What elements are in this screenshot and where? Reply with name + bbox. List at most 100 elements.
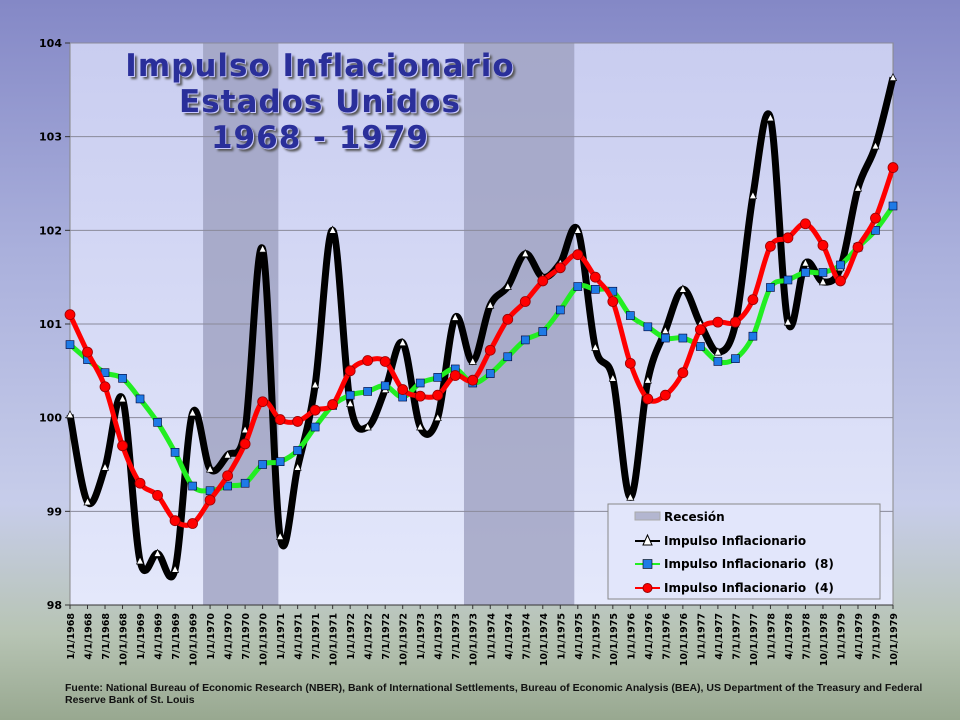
triangle-marker xyxy=(608,373,617,382)
circle-marker xyxy=(292,416,304,427)
x-tick-label: 10/1/1972 xyxy=(399,613,410,666)
square-marker xyxy=(643,322,653,332)
legend-circle-icon xyxy=(642,583,653,593)
triangle-marker xyxy=(398,337,407,347)
x-tick-label: 4/1/1971 xyxy=(294,613,305,660)
chart-title-line-2: Estados Unidos xyxy=(179,84,461,120)
x-tick-label: 7/1/1969 xyxy=(171,613,182,660)
x-tick-label: 4/1/1978 xyxy=(784,613,795,660)
legend-recession-swatch xyxy=(634,511,661,521)
circle-marker xyxy=(309,404,321,416)
x-tick-label: 7/1/1974 xyxy=(521,613,532,660)
chart-title-line-3: 1968 - 1979 xyxy=(210,120,429,156)
y-tick-label: 100 xyxy=(39,412,62,425)
circle-marker xyxy=(887,162,899,173)
x-tick-label: 7/1/1978 xyxy=(801,613,812,660)
triangle-marker xyxy=(135,556,145,565)
x-tick-label: 10/1/1973 xyxy=(469,613,480,666)
circle-marker xyxy=(502,313,514,325)
square-marker xyxy=(538,327,548,336)
chart-title-line-1: Impulso Inflacionario xyxy=(125,48,515,84)
triangle-marker xyxy=(153,548,162,557)
circle-marker xyxy=(484,344,496,356)
triangle-marker xyxy=(100,462,110,471)
triangle-marker xyxy=(170,564,180,573)
x-tick-label: 10/1/1970 xyxy=(259,613,270,667)
x-tick-label: 7/1/1971 xyxy=(311,613,322,660)
x-tick-label: 10/1/1969 xyxy=(189,613,200,666)
x-tick-label: 7/1/1970 xyxy=(241,613,252,660)
x-tick-label: 1/1/1969 xyxy=(136,613,147,660)
square-marker xyxy=(170,448,180,457)
chart-title: Impulso Inflacionario Estados Unidos 196… xyxy=(110,48,530,156)
x-tick-label: 4/1/1969 xyxy=(154,613,165,660)
x-tick-label: 4/1/1974 xyxy=(504,613,515,660)
triangle-marker xyxy=(241,425,250,434)
circle-marker xyxy=(274,414,286,425)
circle-marker xyxy=(712,316,724,328)
square-marker xyxy=(888,201,898,211)
x-tick-label: 10/1/1968 xyxy=(119,613,130,667)
x-tick-label: 10/1/1978 xyxy=(819,613,830,667)
x-tick-label: 4/1/1972 xyxy=(364,613,375,660)
y-tick-label: 99 xyxy=(47,505,62,518)
triangle-marker xyxy=(451,312,460,321)
circle-marker xyxy=(82,346,93,358)
square-marker xyxy=(713,357,723,366)
triangle-marker xyxy=(258,244,267,253)
x-tick-label: 4/1/1968 xyxy=(84,613,95,660)
circle-marker xyxy=(624,357,636,369)
legend: Recesión Impulso Inflacionario Impulso I… xyxy=(607,503,881,600)
circle-marker xyxy=(257,396,269,408)
circle-marker xyxy=(99,381,111,393)
square-marker xyxy=(766,283,775,292)
legend-series-0: Impulso Inflacionario xyxy=(664,534,806,548)
square-marker xyxy=(818,268,828,277)
square-marker xyxy=(118,374,127,383)
circle-marker xyxy=(467,374,479,386)
circle-marker xyxy=(64,309,76,321)
x-tick-label: 7/1/1972 xyxy=(381,613,392,660)
triangle-marker xyxy=(521,248,530,258)
square-marker xyxy=(65,340,75,349)
x-tick-label: 4/1/1970 xyxy=(224,613,235,660)
circle-marker xyxy=(327,399,339,410)
circle-marker xyxy=(397,384,409,395)
triangle-marker xyxy=(223,450,232,459)
square-marker xyxy=(153,418,162,427)
square-marker xyxy=(836,260,845,270)
triangle-marker xyxy=(416,422,425,431)
square-marker xyxy=(135,394,145,404)
triangle-marker xyxy=(83,497,92,506)
y-tick-label: 103 xyxy=(39,131,62,144)
triangle-marker xyxy=(433,412,442,422)
x-tick-label: 7/1/1968 xyxy=(101,613,112,660)
circle-marker xyxy=(730,316,741,328)
circle-marker xyxy=(187,518,198,529)
triangle-marker xyxy=(573,225,582,234)
circle-marker xyxy=(362,355,374,366)
circle-marker xyxy=(449,370,461,381)
square-marker xyxy=(275,457,285,466)
x-tick-label: 1/1/1970 xyxy=(206,613,217,660)
square-marker xyxy=(188,481,197,491)
triangle-marker xyxy=(853,183,863,192)
y-tick-label: 101 xyxy=(39,318,62,331)
circle-marker xyxy=(239,438,251,450)
triangle-marker xyxy=(713,347,722,356)
triangle-marker xyxy=(118,394,127,403)
circle-marker xyxy=(152,490,163,501)
triangle-marker xyxy=(888,72,898,82)
triangle-marker xyxy=(783,317,793,326)
square-marker xyxy=(503,352,513,362)
square-marker xyxy=(415,378,425,388)
x-tick-label: 4/1/1973 xyxy=(434,613,445,660)
triangle-marker xyxy=(468,356,477,365)
circle-marker xyxy=(747,294,759,306)
square-marker xyxy=(363,387,372,396)
square-marker xyxy=(240,478,250,488)
square-marker xyxy=(520,335,530,345)
square-marker xyxy=(555,305,565,315)
circle-marker xyxy=(344,365,356,377)
y-tick-label: 102 xyxy=(39,224,62,237)
